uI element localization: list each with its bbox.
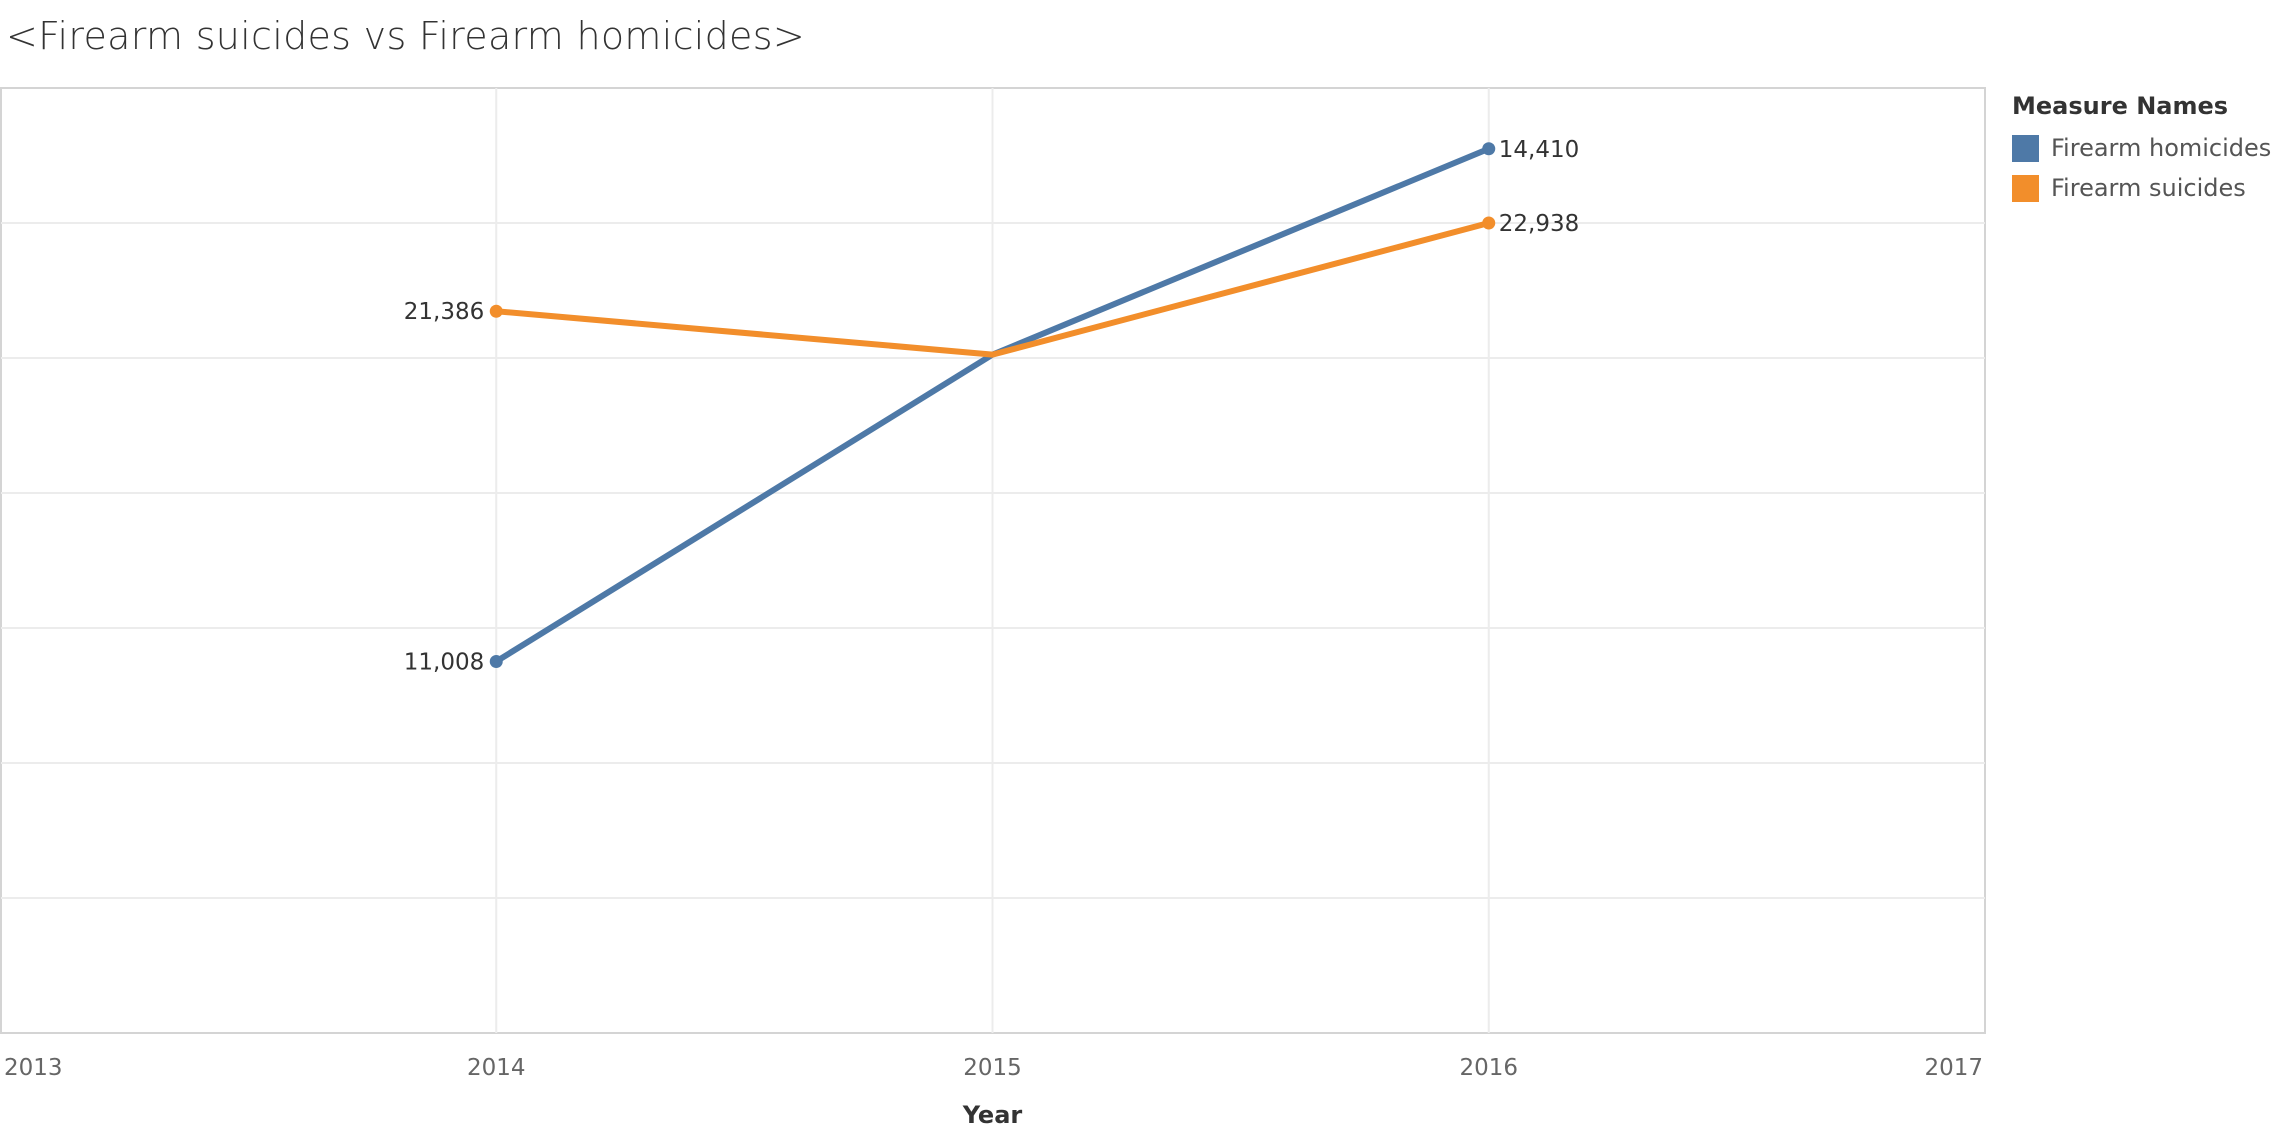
data-point-firearm-homicides [1482, 142, 1496, 156]
x-tick-label: 2013 [4, 1055, 63, 1081]
legend-item-firearm-homicides[interactable]: Firearm homicides [2012, 128, 2271, 168]
legend-label-firearm-suicides: Firearm suicides [2051, 174, 2246, 202]
data-label-firearm-homicides: 14,410 [1499, 137, 1579, 163]
legend-title: Measure Names [2012, 92, 2229, 120]
chart-title: <Firearm suicides vs Firearm homicides> [6, 14, 805, 58]
legend-swatch-firearm-suicides [2012, 174, 2039, 202]
legend-swatch-firearm-homicides [2012, 134, 2039, 162]
legend: Measure Names Firearm homicides Firearm … [2012, 92, 2271, 208]
x-axis-label: Year [962, 1101, 1023, 1129]
data-point-firearm-suicides [489, 304, 503, 318]
series-line-firearm-suicides [493, 220, 1492, 358]
legend-label-firearm-homicides: Firearm homicides [2051, 134, 2272, 162]
x-tick-label: 2016 [1459, 1055, 1518, 1081]
x-tick-label: 2015 [963, 1055, 1022, 1081]
data-label-firearm-suicides: 21,386 [404, 299, 484, 325]
data-point-firearm-suicides [1482, 216, 1496, 230]
data-point-firearm-homicides [489, 654, 503, 668]
data-label-firearm-suicides: 22,938 [1499, 211, 1579, 237]
data-label-firearm-homicides: 11,008 [404, 649, 484, 675]
legend-item-firearm-suicides[interactable]: Firearm suicides [2012, 168, 2271, 208]
x-tick-label: 2014 [467, 1055, 526, 1081]
x-tick-label: 2017 [1924, 1055, 1983, 1081]
